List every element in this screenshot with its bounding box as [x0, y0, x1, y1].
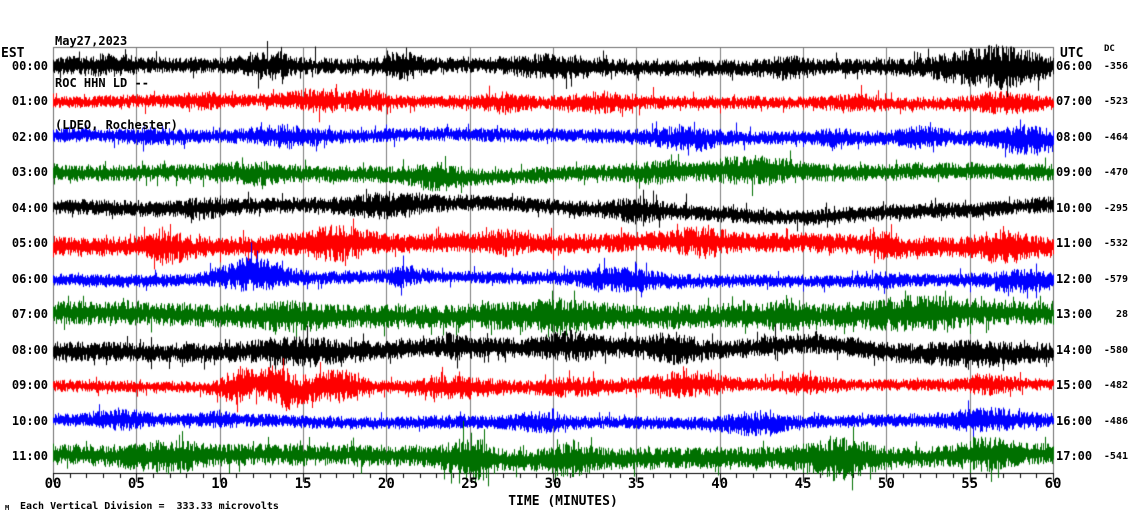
x-tick-label: 15 [294, 476, 312, 492]
utc-hour-label: 12:00 [1056, 271, 1093, 286]
est-hour-label: 07:00 [11, 307, 48, 322]
header: May27,2023 ROC HHN LD -- (LDEO, Rocheste… [55, 6, 178, 160]
dc-offset-value: -486 [1103, 415, 1128, 427]
utc-hour-label: 15:00 [1056, 378, 1093, 393]
est-hour-label: 10:00 [11, 413, 48, 428]
header-date: May27,2023 [55, 34, 128, 48]
est-hour-label: 06:00 [11, 271, 48, 286]
utc-hour-label: 13:00 [1056, 307, 1093, 322]
dc-offset-value: -523 [1103, 96, 1128, 108]
dc-offset-value: -482 [1103, 380, 1128, 392]
dc-offset-value: -580 [1103, 344, 1128, 356]
dc-offset-value: -295 [1103, 202, 1128, 214]
header-station-id: ROC HHN LD -- [55, 76, 149, 90]
est-hour-label: 05:00 [11, 236, 48, 251]
dc-offset-value: -532 [1103, 238, 1128, 250]
left-axis-title-est: EST [1, 46, 25, 61]
est-hour-label: 03:00 [11, 165, 48, 180]
utc-hour-label: 07:00 [1056, 94, 1093, 109]
x-tick-label: 20 [377, 476, 395, 492]
x-tick-label: 45 [794, 476, 812, 492]
utc-hour-label: 11:00 [1056, 236, 1093, 251]
utc-hour-label: 06:00 [1056, 58, 1093, 73]
utc-hour-label: 10:00 [1056, 200, 1093, 215]
x-tick-label: 00 [44, 476, 62, 492]
est-hour-label: 01:00 [11, 94, 48, 109]
scale-note: Each Vertical Division = 333.33 microvol… [20, 501, 279, 512]
dc-offset-value: -356 [1103, 60, 1128, 72]
utc-hour-label: 09:00 [1056, 165, 1093, 180]
dc-offset-value: -464 [1103, 131, 1128, 143]
utc-hour-label: 16:00 [1056, 413, 1093, 428]
x-tick-label: 60 [1044, 476, 1062, 492]
dc-offset-value: -470 [1103, 167, 1128, 179]
x-tick-label: 05 [127, 476, 145, 492]
est-hour-label: 11:00 [11, 449, 48, 464]
header-station-location: (LDEO, Rochester) [55, 118, 178, 132]
est-hour-label: 04:00 [11, 200, 48, 215]
dc-offset-value: -579 [1103, 273, 1128, 285]
right-axis-title-utc: UTC [1060, 46, 1084, 61]
x-tick-label: 35 [627, 476, 645, 492]
utc-hour-label: 08:00 [1056, 129, 1093, 144]
x-tick-label: 55 [961, 476, 979, 492]
dc-column-title: DC [1104, 44, 1115, 54]
est-hour-label: 09:00 [11, 378, 48, 393]
est-hour-label: 00:00 [11, 58, 48, 73]
watermark-glyph: M [5, 504, 10, 512]
x-axis-title: TIME (MINUTES) [508, 494, 618, 509]
x-tick-label: 50 [877, 476, 895, 492]
x-tick-label: 40 [711, 476, 729, 492]
est-hour-label: 02:00 [11, 129, 48, 144]
x-tick-label: 30 [544, 476, 562, 492]
dc-offset-value: -541 [1103, 451, 1128, 463]
dc-offset-value: 28 [1115, 309, 1128, 321]
utc-hour-label: 14:00 [1056, 342, 1093, 357]
x-tick-label: 10 [211, 476, 229, 492]
utc-hour-label: 17:00 [1056, 449, 1093, 464]
est-hour-label: 08:00 [11, 342, 48, 357]
x-tick-label: 25 [461, 476, 479, 492]
